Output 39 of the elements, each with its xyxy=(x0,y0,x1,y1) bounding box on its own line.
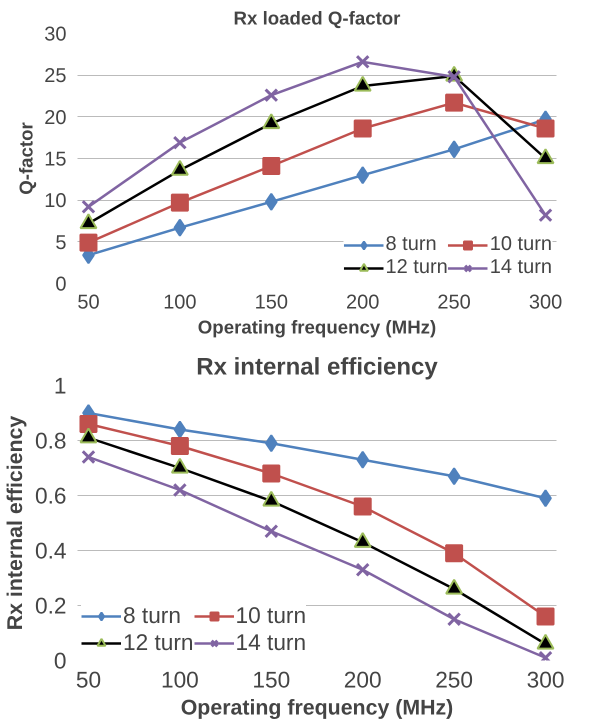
legend-label: 8 turn xyxy=(385,233,437,256)
y-tick-label: 0.6 xyxy=(35,482,67,508)
x-tick-label: 250 xyxy=(437,292,471,314)
y-tick-label: 0.4 xyxy=(35,538,67,564)
x-axis-title: Operating frequency (MHz) xyxy=(180,696,454,720)
legend-label: 12 turn xyxy=(385,256,448,279)
chart-title: Rx loaded Q-factor xyxy=(234,8,400,28)
x-tick-label: 300 xyxy=(526,666,564,692)
x-tick-label: 300 xyxy=(528,292,562,314)
legend-label: 10 turn xyxy=(490,233,552,256)
legend-label: 8 turn xyxy=(123,602,181,629)
x-tick-label: 100 xyxy=(160,666,199,692)
legend-label: 14 turn xyxy=(490,256,552,279)
x-tick-label: 250 xyxy=(435,666,474,692)
y-tick-label: 10 xyxy=(44,190,67,212)
y-tick-label: 0.8 xyxy=(35,428,67,454)
x-axis-title: Operating frequency (MHz) xyxy=(198,316,436,338)
y-tick-label: 1 xyxy=(54,372,67,398)
y-tick-label: 0 xyxy=(54,648,67,674)
x-tick-label: 50 xyxy=(76,666,102,692)
y-tick-label: 15 xyxy=(44,148,67,170)
x-tick-label: 50 xyxy=(77,292,100,314)
y-tick-label: 30 xyxy=(44,24,67,46)
y-tick-label: 20 xyxy=(44,106,67,129)
y-axis-title: Rx internal efficiency xyxy=(3,416,28,630)
x-tick-label: 150 xyxy=(252,666,290,692)
y-axis-title: Q-factor xyxy=(15,122,36,195)
legend-label: 14 turn xyxy=(236,629,306,656)
x-tick-label: 200 xyxy=(346,292,380,314)
chart-title: Rx internal efficiency xyxy=(196,354,438,380)
legend-label: 12 turn xyxy=(123,629,194,656)
y-tick-label: 25 xyxy=(44,65,67,88)
legend-label: 10 turn xyxy=(236,602,306,629)
y-tick-label: 0.2 xyxy=(35,592,67,618)
x-tick-label: 200 xyxy=(344,666,382,692)
x-tick-label: 100 xyxy=(163,292,197,314)
x-tick-label: 150 xyxy=(254,292,288,314)
y-tick-label: 5 xyxy=(55,232,66,254)
y-tick-label: 0 xyxy=(55,274,66,296)
